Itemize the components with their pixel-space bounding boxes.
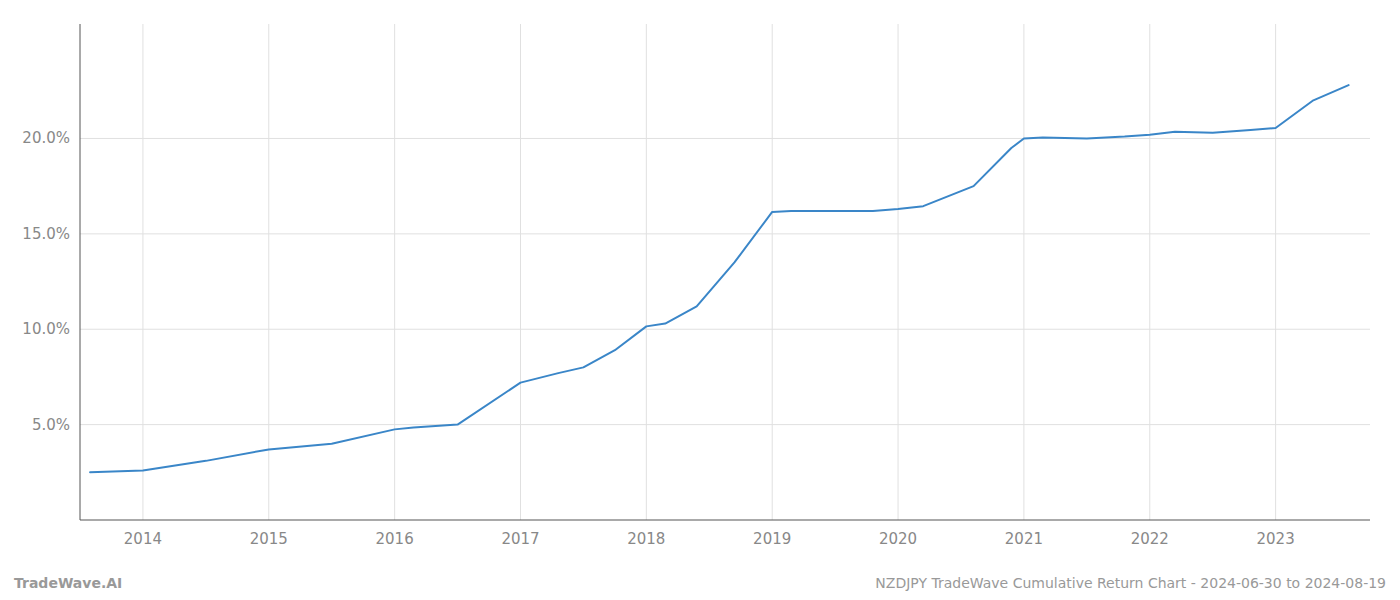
x-grid-line (394, 24, 395, 520)
y-grid-line (80, 424, 1370, 425)
x-tick-label: 2020 (879, 530, 917, 548)
x-tick-label: 2023 (1257, 530, 1295, 548)
grid (80, 24, 1370, 520)
x-tick-label: 2015 (250, 530, 288, 548)
x-grid-line (772, 24, 773, 520)
y-grid-line (80, 138, 1370, 139)
chart-svg: 2014 2015 2016 2017 2018 2019 2020 2021 2022 2023… (0, 0, 1400, 600)
x-grid-line (1275, 24, 1276, 520)
x-tick-label: 2022 (1131, 530, 1169, 548)
y-tick-label: 10.0% (22, 320, 70, 338)
data-line (90, 85, 1349, 472)
y-grid-line (80, 233, 1370, 234)
x-tick-label: 2017 (501, 530, 539, 548)
x-tick-label: 2014 (124, 530, 162, 548)
x-grid-line (646, 24, 647, 520)
x-grid-line (520, 24, 521, 520)
x-grid-line (898, 24, 899, 520)
x-grid-line (268, 24, 269, 520)
footer-left: TradeWave.AI (14, 575, 122, 591)
y-axis-line (80, 24, 81, 520)
x-grid-line (1149, 24, 1150, 520)
axes (80, 24, 1370, 520)
x-tick-label: 2021 (1005, 530, 1043, 548)
page: {"chart_data": {"type": "line", "x": [20… (0, 0, 1400, 600)
footer-right: NZDJPY TradeWave Cumulative Return Chart… (875, 575, 1386, 591)
x-axis-line (80, 520, 1370, 521)
footer: TradeWave.AI NZDJPY TradeWave Cumulative … (14, 575, 1386, 591)
x-grid-line (142, 24, 143, 520)
y-tick-label: 20.0% (22, 129, 70, 147)
data-layer (90, 85, 1349, 472)
chart-container: 2014 2015 2016 2017 2018 2019 2020 2021 2022 2023… (0, 0, 1400, 600)
x-tick-label: 2019 (753, 530, 791, 548)
x-tick-label: 2016 (376, 530, 414, 548)
x-grid-line (1023, 24, 1024, 520)
x-tick-label: 2018 (627, 530, 665, 548)
y-tick-label: 15.0% (22, 225, 70, 243)
tick-labels: 2014 2015 2016 2017 2018 2019 2020 2021 2022 2023… (22, 129, 1294, 548)
y-grid-line (80, 329, 1370, 330)
y-tick-label: 5.0% (32, 416, 70, 434)
